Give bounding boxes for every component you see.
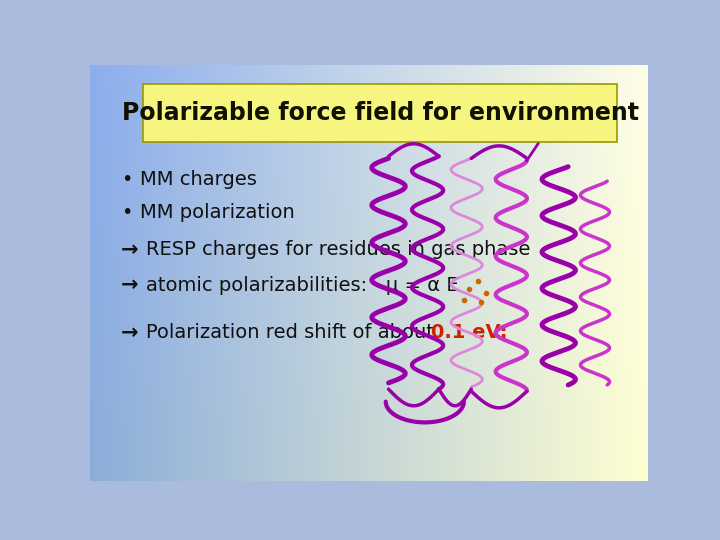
- Text: →: →: [121, 323, 138, 343]
- Text: →: →: [121, 275, 138, 295]
- Text: 0.1 eV:: 0.1 eV:: [431, 323, 508, 342]
- Text: RESP charges for residues in gas phase: RESP charges for residues in gas phase: [145, 240, 530, 259]
- FancyBboxPatch shape: [143, 84, 617, 141]
- Text: MM polarization: MM polarization: [140, 203, 295, 222]
- Text: Polarization red shift of about: Polarization red shift of about: [145, 323, 440, 342]
- Text: •: •: [121, 170, 132, 188]
- Text: MM charges: MM charges: [140, 170, 257, 188]
- Text: •: •: [121, 203, 132, 222]
- Text: Polarizable force field for environment: Polarizable force field for environment: [122, 100, 639, 125]
- Text: atomic polarizabilities:   μ = α E: atomic polarizabilities: μ = α E: [145, 276, 459, 295]
- Text: →: →: [121, 240, 138, 260]
